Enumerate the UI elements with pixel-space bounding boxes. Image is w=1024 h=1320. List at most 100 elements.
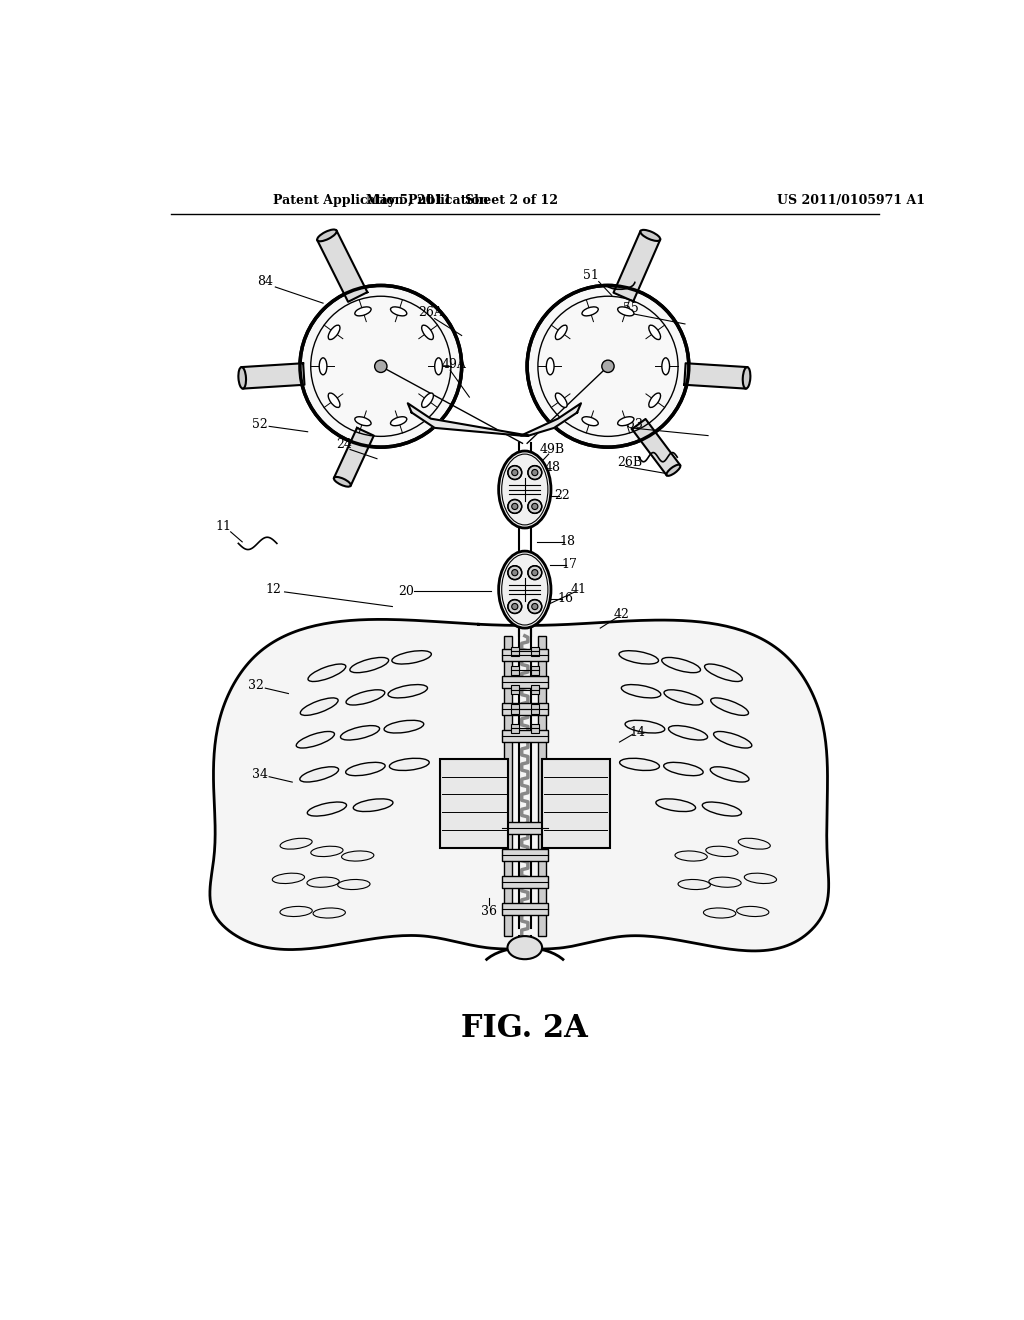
Bar xyxy=(511,665,518,675)
Circle shape xyxy=(512,570,518,576)
Bar xyxy=(502,702,548,715)
Ellipse shape xyxy=(617,306,634,315)
Text: 51: 51 xyxy=(583,269,599,282)
Bar xyxy=(502,730,548,742)
Text: 32: 32 xyxy=(248,680,264,693)
Text: 17: 17 xyxy=(561,558,578,572)
Ellipse shape xyxy=(649,393,660,408)
Text: 16: 16 xyxy=(558,593,573,606)
Text: 26A: 26A xyxy=(419,306,443,319)
Ellipse shape xyxy=(329,325,340,339)
Circle shape xyxy=(512,470,518,475)
Circle shape xyxy=(300,285,462,447)
Ellipse shape xyxy=(392,651,431,664)
Bar xyxy=(511,647,518,656)
Bar xyxy=(502,649,548,661)
Ellipse shape xyxy=(300,698,338,715)
Ellipse shape xyxy=(311,846,343,857)
Bar xyxy=(502,849,548,862)
Ellipse shape xyxy=(736,907,769,916)
Ellipse shape xyxy=(346,690,385,705)
Ellipse shape xyxy=(620,758,659,771)
Ellipse shape xyxy=(355,306,371,315)
Ellipse shape xyxy=(329,393,340,408)
Circle shape xyxy=(528,466,542,479)
Ellipse shape xyxy=(499,552,551,628)
Ellipse shape xyxy=(307,803,346,816)
Ellipse shape xyxy=(300,767,339,781)
Text: 48: 48 xyxy=(545,462,560,474)
Ellipse shape xyxy=(334,477,351,487)
Ellipse shape xyxy=(342,851,374,861)
Polygon shape xyxy=(334,428,374,486)
Ellipse shape xyxy=(390,417,407,426)
Ellipse shape xyxy=(662,358,670,375)
Bar xyxy=(531,647,539,656)
Circle shape xyxy=(528,566,542,579)
Circle shape xyxy=(512,503,518,510)
Ellipse shape xyxy=(340,726,380,741)
Bar xyxy=(511,705,518,714)
Ellipse shape xyxy=(709,876,741,887)
Text: 41: 41 xyxy=(570,583,587,597)
Ellipse shape xyxy=(622,685,660,698)
Text: May 5, 2011   Sheet 2 of 12: May 5, 2011 Sheet 2 of 12 xyxy=(366,194,558,207)
Polygon shape xyxy=(317,231,368,302)
Text: 38: 38 xyxy=(583,822,599,834)
Bar xyxy=(511,685,518,694)
Ellipse shape xyxy=(317,230,337,242)
Ellipse shape xyxy=(384,721,424,733)
Ellipse shape xyxy=(346,763,385,776)
Bar xyxy=(502,822,548,834)
Ellipse shape xyxy=(280,907,312,916)
Text: 55: 55 xyxy=(624,302,639,315)
Bar xyxy=(502,876,548,888)
Ellipse shape xyxy=(422,393,433,408)
Ellipse shape xyxy=(662,657,700,673)
Ellipse shape xyxy=(714,731,752,748)
Ellipse shape xyxy=(388,685,427,698)
Bar xyxy=(440,759,508,847)
Ellipse shape xyxy=(649,325,660,339)
Ellipse shape xyxy=(656,799,695,812)
Text: 84: 84 xyxy=(257,275,273,288)
Bar xyxy=(531,705,539,714)
Ellipse shape xyxy=(355,417,371,426)
Ellipse shape xyxy=(738,838,770,849)
Text: US 2011/0105971 A1: US 2011/0105971 A1 xyxy=(777,194,926,207)
Text: 26B: 26B xyxy=(616,455,642,469)
Ellipse shape xyxy=(705,664,742,681)
Ellipse shape xyxy=(555,325,567,339)
Ellipse shape xyxy=(313,908,345,917)
Ellipse shape xyxy=(706,846,738,857)
Circle shape xyxy=(375,360,387,372)
Circle shape xyxy=(508,466,521,479)
Text: 49B: 49B xyxy=(540,444,565,455)
Ellipse shape xyxy=(547,358,554,375)
Ellipse shape xyxy=(703,908,736,917)
Ellipse shape xyxy=(319,358,327,375)
Text: Patent Application Publication: Patent Application Publication xyxy=(273,194,488,207)
Polygon shape xyxy=(210,619,828,950)
Ellipse shape xyxy=(308,664,346,681)
Circle shape xyxy=(528,599,542,614)
Polygon shape xyxy=(408,404,528,436)
Ellipse shape xyxy=(664,690,702,705)
Ellipse shape xyxy=(640,230,660,242)
Ellipse shape xyxy=(508,936,542,960)
Ellipse shape xyxy=(582,306,598,315)
Bar xyxy=(502,903,548,915)
Ellipse shape xyxy=(281,838,312,849)
Ellipse shape xyxy=(390,306,407,315)
Ellipse shape xyxy=(744,873,776,883)
Text: 52: 52 xyxy=(252,417,268,430)
Text: 42: 42 xyxy=(613,607,630,620)
Ellipse shape xyxy=(669,726,708,741)
Text: 49A: 49A xyxy=(441,358,466,371)
Ellipse shape xyxy=(353,799,393,812)
Ellipse shape xyxy=(239,367,246,388)
Text: 22: 22 xyxy=(554,490,569,502)
Circle shape xyxy=(512,603,518,610)
Ellipse shape xyxy=(702,803,741,816)
Text: 53: 53 xyxy=(627,417,643,430)
